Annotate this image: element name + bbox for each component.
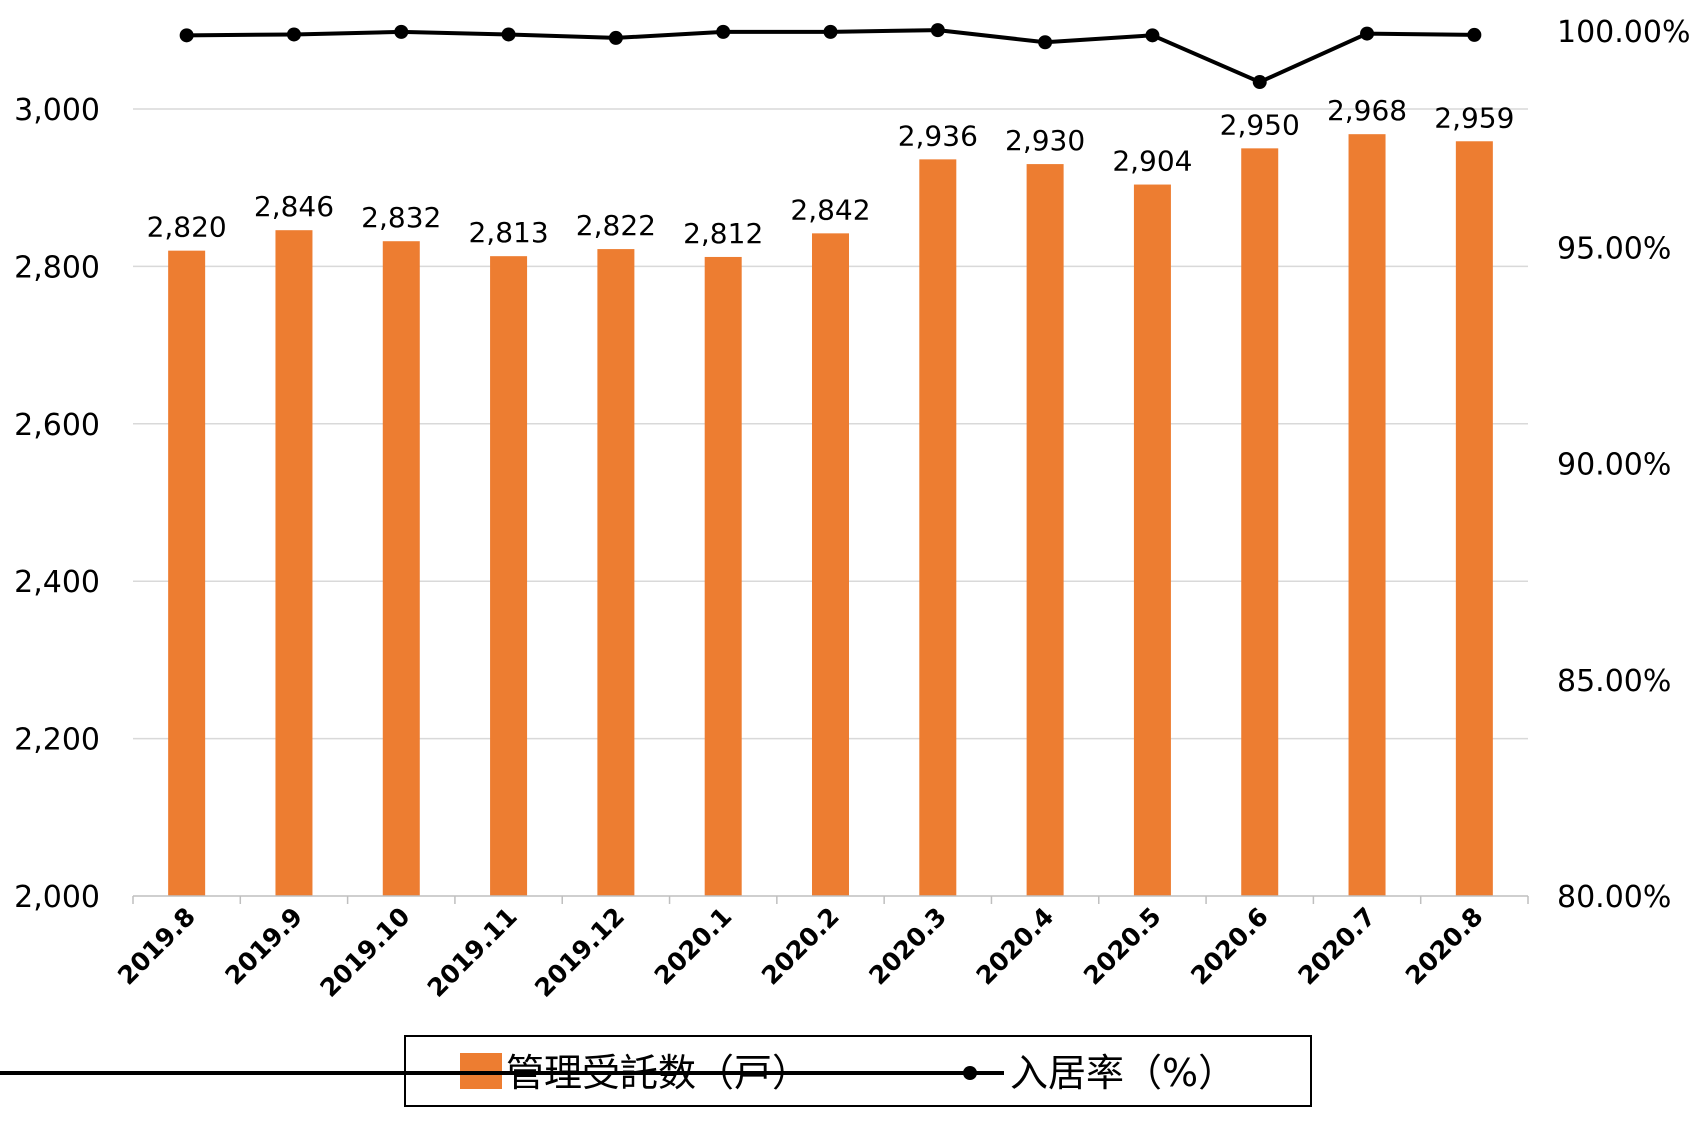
occupancy-point (1360, 26, 1375, 41)
bar (597, 249, 635, 896)
category-label: 2020.7 (1293, 902, 1382, 991)
occupancy-point (394, 24, 409, 39)
category-label: 2019.10 (314, 902, 415, 1003)
category-label: 2020.5 (1078, 902, 1167, 991)
occupancy-point (823, 24, 838, 39)
line-series (179, 23, 1482, 90)
bar-value-label: 2,950 (1220, 108, 1300, 141)
occupancy-point (930, 23, 945, 38)
legend-line-marker (963, 1066, 977, 1080)
bar-value-label: 2,820 (147, 211, 227, 244)
left-tick-label: 2,600 (14, 408, 100, 443)
category-label: 2020.1 (649, 902, 738, 991)
bar-value-label: 2,842 (790, 193, 870, 226)
category-label: 2019.12 (529, 902, 630, 1003)
bar-value-label: 2,812 (683, 217, 763, 250)
category-label: 2019.9 (219, 902, 308, 991)
category-label: 2019.8 (112, 902, 201, 991)
category-label: 2020.4 (971, 902, 1060, 991)
category-label: 2020.6 (1185, 902, 1274, 991)
category-label: 2020.8 (1400, 902, 1489, 991)
left-tick-label: 3,000 (14, 93, 100, 128)
bar-value-label: 2,904 (1112, 145, 1192, 178)
right-tick-label: 100.00% (1557, 15, 1690, 50)
category-label: 2019.11 (422, 902, 523, 1003)
data-labels: 2,820 2,846 2,832 2,813 2,822 2,812 2,842 2,936… (147, 94, 1515, 250)
bar (704, 256, 742, 896)
bar-value-label: 2,968 (1327, 94, 1407, 127)
occupancy-point (608, 30, 623, 45)
bar-value-label: 2,959 (1434, 101, 1514, 134)
category-label: 2020.3 (863, 902, 952, 991)
right-tick-label: 95.00% (1557, 231, 1671, 266)
bar-series (168, 134, 1493, 897)
left-tick-label: 2,000 (14, 880, 100, 915)
left-tick-label: 2,400 (14, 565, 100, 600)
occupancy-point (1467, 27, 1482, 42)
bar (919, 159, 957, 897)
right-tick-label: 80.00% (1557, 880, 1671, 915)
bar-value-label: 2,936 (898, 119, 978, 152)
left-tick-label: 2,800 (14, 250, 100, 285)
right-tick-label: 90.00% (1557, 448, 1671, 483)
left-tick-label: 2,200 (14, 723, 100, 758)
bar (1455, 141, 1493, 897)
bar-value-label: 2,846 (254, 190, 334, 223)
bar (1241, 148, 1279, 897)
bar (490, 256, 528, 896)
occupancy-point (716, 24, 731, 39)
occupancy-point (1252, 75, 1267, 90)
bar-value-label: 2,832 (361, 201, 441, 234)
legend: 管理受託数（戸） 入居率（%） (0, 1035, 1312, 1107)
bar (382, 241, 420, 896)
occupancy-point (1145, 28, 1160, 43)
occupancy-point (1038, 35, 1053, 50)
occupancy-point (501, 27, 516, 42)
bar-value-label: 2,930 (1005, 124, 1085, 157)
axes: 2,000 2,200 2,400 2,600 2,800 3,000 80.00% 85.0… (14, 15, 1690, 1003)
bar (275, 230, 313, 896)
bar-value-label: 2,822 (576, 209, 656, 242)
bar-value-label: 2,813 (468, 216, 548, 249)
bar (812, 233, 849, 896)
category-label: 2020.2 (756, 902, 845, 991)
bar (1133, 184, 1171, 896)
right-tick-label: 85.00% (1557, 664, 1671, 699)
occupancy-point (286, 27, 301, 42)
occupancy-point (179, 28, 194, 43)
legend-line-label: 入居率（%） (1010, 1051, 1236, 1095)
bar (1348, 134, 1386, 896)
bar (1026, 164, 1064, 897)
bar (168, 250, 206, 896)
